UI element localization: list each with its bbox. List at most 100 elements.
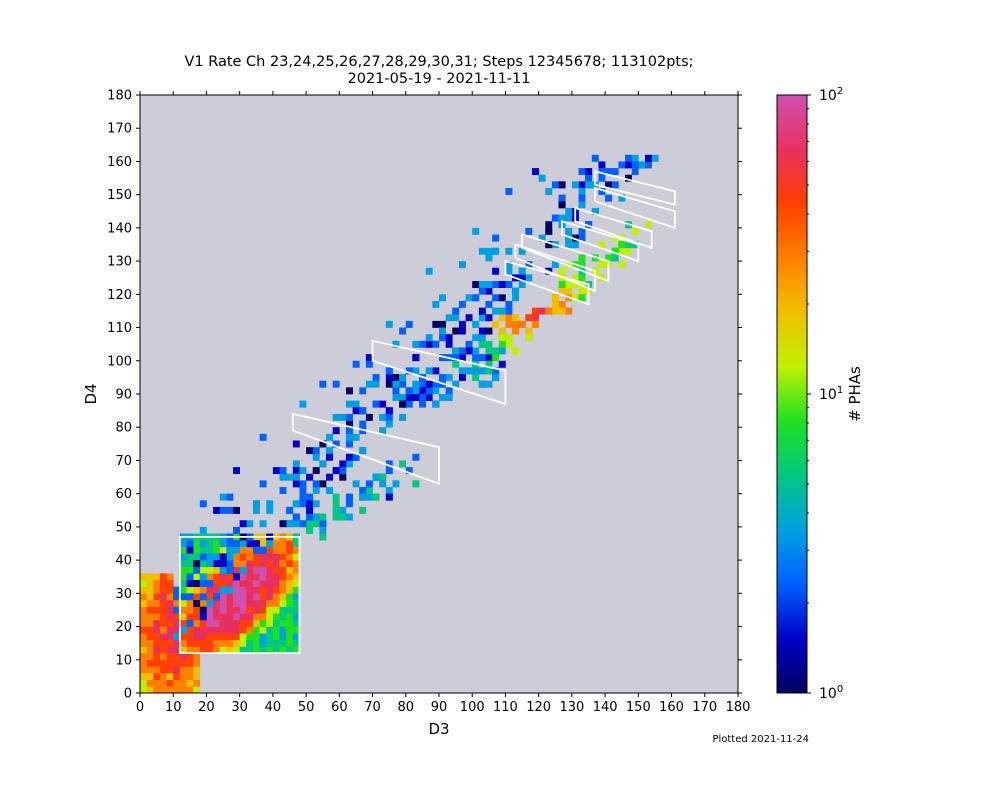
heatmap-cell (272, 613, 280, 621)
heatmap-cell (565, 227, 573, 235)
heatmap-cell (246, 593, 254, 601)
heatmap-cell (173, 686, 181, 693)
heatmap-cell (625, 154, 632, 162)
heatmap-cell (292, 440, 300, 448)
heatmap-cell (525, 261, 533, 269)
heatmap-cell (272, 560, 280, 568)
heatmap-cell (153, 593, 161, 601)
heatmap-cell (419, 387, 427, 395)
heatmap-cell (233, 593, 240, 601)
heatmap-cell (213, 599, 221, 607)
heatmap-cell (193, 626, 201, 634)
heatmap-cell (159, 593, 167, 601)
heatmap-cell (571, 241, 579, 249)
heatmap-cell (153, 573, 161, 581)
heatmap-cell (458, 300, 466, 308)
heatmap-cell (306, 526, 314, 534)
heatmap-cell (233, 467, 240, 475)
heatmap-cell (485, 354, 493, 362)
heatmap-cell (485, 340, 493, 348)
heatmap-cell (252, 633, 260, 641)
heatmap-cell (292, 473, 300, 481)
heatmap-cell (518, 267, 526, 275)
heatmap-cell (179, 646, 187, 654)
heatmap-cell (359, 487, 367, 494)
heatmap-cell (259, 646, 267, 654)
heatmap-cell (286, 566, 294, 574)
heatmap-cell (246, 639, 254, 647)
heatmap-cell (286, 540, 294, 548)
selection-box (594, 170, 676, 206)
heatmap-cell (173, 679, 181, 687)
heatmap-cell (399, 380, 407, 388)
heatmap-cell (213, 586, 221, 594)
heatmap-cell (146, 633, 154, 641)
heatmap-cell (439, 294, 446, 302)
y-tick-label: 110 (107, 321, 132, 336)
heatmap-cell (345, 440, 353, 448)
heatmap-cell (611, 181, 619, 189)
heatmap-cell (226, 639, 234, 647)
heatmap-cell (279, 467, 287, 475)
heatmap-cell (312, 487, 320, 494)
heatmap-cell (179, 653, 187, 661)
y-tick-label: 180 (107, 89, 132, 104)
heatmap-cell (472, 347, 480, 355)
heatmap-cell (246, 540, 254, 548)
heatmap-cell (259, 566, 267, 574)
heatmap-cell (292, 586, 300, 594)
heatmap-cell (432, 387, 440, 395)
heatmap-cell (199, 580, 207, 587)
heatmap-cell (246, 646, 254, 654)
heatmap-cell (518, 281, 526, 288)
heatmap-cell (545, 188, 553, 195)
heatmap-cell (173, 653, 181, 661)
heatmap-cell (292, 460, 300, 468)
heatmap-cell (239, 560, 247, 568)
heatmap-cell (213, 593, 221, 601)
heatmap-cell (498, 307, 506, 315)
heatmap-cell (186, 626, 194, 634)
heatmap-cell (618, 161, 626, 169)
heatmap-cell (186, 686, 194, 693)
heatmap-cell (292, 599, 300, 607)
heatmap-cell (319, 380, 327, 388)
heatmap-cell (266, 500, 274, 508)
heatmap-cell (625, 241, 632, 249)
heatmap-cell (252, 540, 260, 548)
heatmap-cell (219, 553, 227, 561)
heatmap-cell (292, 500, 300, 508)
heatmap-cell (538, 307, 546, 315)
selection-box (371, 339, 507, 406)
heatmap-cell (233, 619, 240, 627)
heatmap-cell (286, 593, 294, 601)
heatmap-cell (578, 254, 586, 262)
heatmap-cell (385, 420, 393, 428)
y-tick-label: 70 (115, 454, 132, 469)
heatmap-cell (492, 294, 500, 302)
heatmap-cell (492, 374, 500, 382)
heatmap-cell (279, 606, 287, 614)
heatmap-cell (146, 606, 154, 614)
selection-box (574, 206, 653, 250)
heatmap-cell (140, 686, 147, 693)
heatmap-cell (405, 367, 413, 375)
heatmap-cell (153, 599, 161, 607)
heatmap-cell (159, 580, 167, 587)
heatmap-cell (292, 646, 300, 654)
heatmap-cell (219, 546, 227, 554)
y-tick-label: 10 (115, 653, 132, 668)
heatmap-cell (166, 686, 174, 693)
heatmap-cell (279, 619, 287, 627)
heatmap-cell (239, 553, 247, 561)
heatmap-cell (345, 427, 353, 435)
heatmap-cell (266, 639, 274, 647)
heatmap-cell (146, 593, 154, 601)
heatmap-cell (485, 347, 493, 355)
heatmap-cell (266, 586, 274, 594)
heatmap-cell (505, 314, 513, 322)
heatmap-cell (345, 433, 353, 441)
heatmap-cell (259, 633, 267, 641)
heatmap-cell (332, 380, 340, 388)
heatmap-cell (206, 599, 214, 607)
